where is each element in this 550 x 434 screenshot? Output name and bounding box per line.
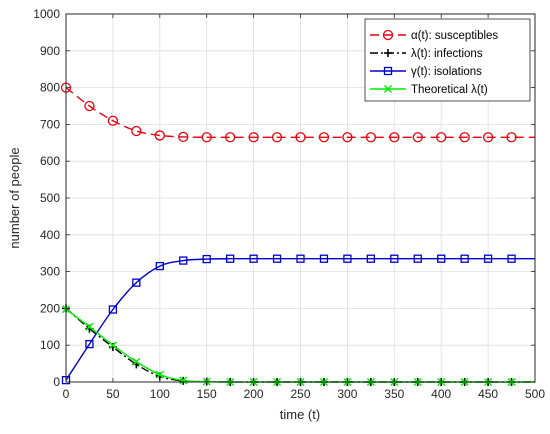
data-point <box>318 132 330 143</box>
legend-label: Theoretical λ(t) <box>411 84 488 96</box>
data-point <box>482 132 494 143</box>
series-line <box>65 87 535 139</box>
x-axis-label: time (t) <box>280 407 320 422</box>
data-point <box>366 254 376 263</box>
data-point <box>224 132 236 143</box>
data-point <box>249 254 258 263</box>
legend-entry: Theoretical λ(t) <box>370 84 488 96</box>
data-point <box>225 254 235 263</box>
y-tick-label: 900 <box>40 44 60 58</box>
series-line <box>65 257 535 381</box>
x-tick-label: 350 <box>384 387 404 401</box>
legend: α(t): susceptibles λ(t): infections γ(t): … <box>364 18 531 102</box>
y-tick-label: 800 <box>40 81 60 95</box>
y-tick-label: 200 <box>40 301 60 315</box>
x-tick-label: 450 <box>478 387 498 401</box>
data-point <box>342 132 353 143</box>
data-point <box>179 376 188 385</box>
y-tick-label: 100 <box>40 338 60 352</box>
series-0 <box>60 82 535 143</box>
data-point <box>248 132 259 143</box>
y-tick-label: 500 <box>40 191 60 205</box>
y-tick-label: 700 <box>40 117 60 131</box>
data-point <box>437 254 446 263</box>
data-point <box>272 254 282 263</box>
x-tick-label: 500 <box>525 387 545 401</box>
data-point <box>365 132 377 143</box>
y-tick-label: 300 <box>40 265 60 279</box>
x-tick-label: 100 <box>150 387 170 401</box>
legend-marker <box>384 49 392 57</box>
data-point <box>390 254 399 263</box>
data-point <box>436 132 447 143</box>
data-point <box>413 254 422 263</box>
x-tick-label: 300 <box>337 387 357 401</box>
data-point <box>295 132 306 143</box>
x-tick-label: 150 <box>197 387 217 401</box>
data-point <box>201 132 212 143</box>
y-tick-label: 600 <box>40 154 60 168</box>
data-point <box>271 132 283 143</box>
data-point <box>131 125 142 137</box>
data-point <box>85 339 94 349</box>
x-tick-label: 250 <box>290 387 310 401</box>
series-2 <box>61 254 535 385</box>
legend-label: α(t): susceptibles <box>411 30 498 42</box>
x-tick-label: 0 <box>63 387 70 401</box>
data-point <box>389 132 400 143</box>
data-point <box>319 254 329 263</box>
legend-label: γ(t): isolations <box>411 66 482 78</box>
axis-ticks: 0 50 100 150 200 250 300 350 400 450 500 0 100 200 300… <box>33 7 545 401</box>
data-point <box>507 254 516 263</box>
x-tick-label: 400 <box>431 387 451 401</box>
data-point <box>107 115 119 126</box>
data-point <box>108 305 118 314</box>
data-point <box>85 322 94 331</box>
data-point <box>178 131 189 143</box>
y-tick-label: 0 <box>53 375 60 389</box>
data-point <box>154 130 165 141</box>
data-point <box>343 254 352 263</box>
data-point <box>202 254 211 264</box>
x-tick-label: 50 <box>106 387 120 401</box>
y-tick-label: 400 <box>40 228 60 242</box>
data-point <box>459 132 470 143</box>
legend-marker <box>384 85 392 93</box>
data-point <box>460 254 469 263</box>
data-point <box>155 370 164 379</box>
data-point <box>84 100 95 112</box>
legend-items: α(t): susceptibles λ(t): infections γ(t): … <box>370 29 498 96</box>
data-point <box>412 132 423 143</box>
data-point <box>296 254 305 263</box>
data-point <box>132 278 141 287</box>
data-point <box>155 261 164 271</box>
y-tick-label: 1000 <box>33 7 60 21</box>
legend-marker <box>383 66 393 76</box>
data-point <box>108 341 117 350</box>
legend-label: λ(t): infections <box>411 48 483 60</box>
y-axis-label: number of people <box>7 147 22 248</box>
data-point <box>483 254 493 263</box>
legend-entry: λ(t): infections <box>370 48 483 60</box>
legend-entry: γ(t): isolations <box>370 66 482 78</box>
data-point <box>132 357 141 366</box>
legend-marker <box>382 29 394 41</box>
x-tick-label: 200 <box>244 387 264 401</box>
data-point <box>506 132 517 143</box>
data-point <box>179 256 188 265</box>
legend-entry: α(t): susceptibles <box>370 29 498 42</box>
